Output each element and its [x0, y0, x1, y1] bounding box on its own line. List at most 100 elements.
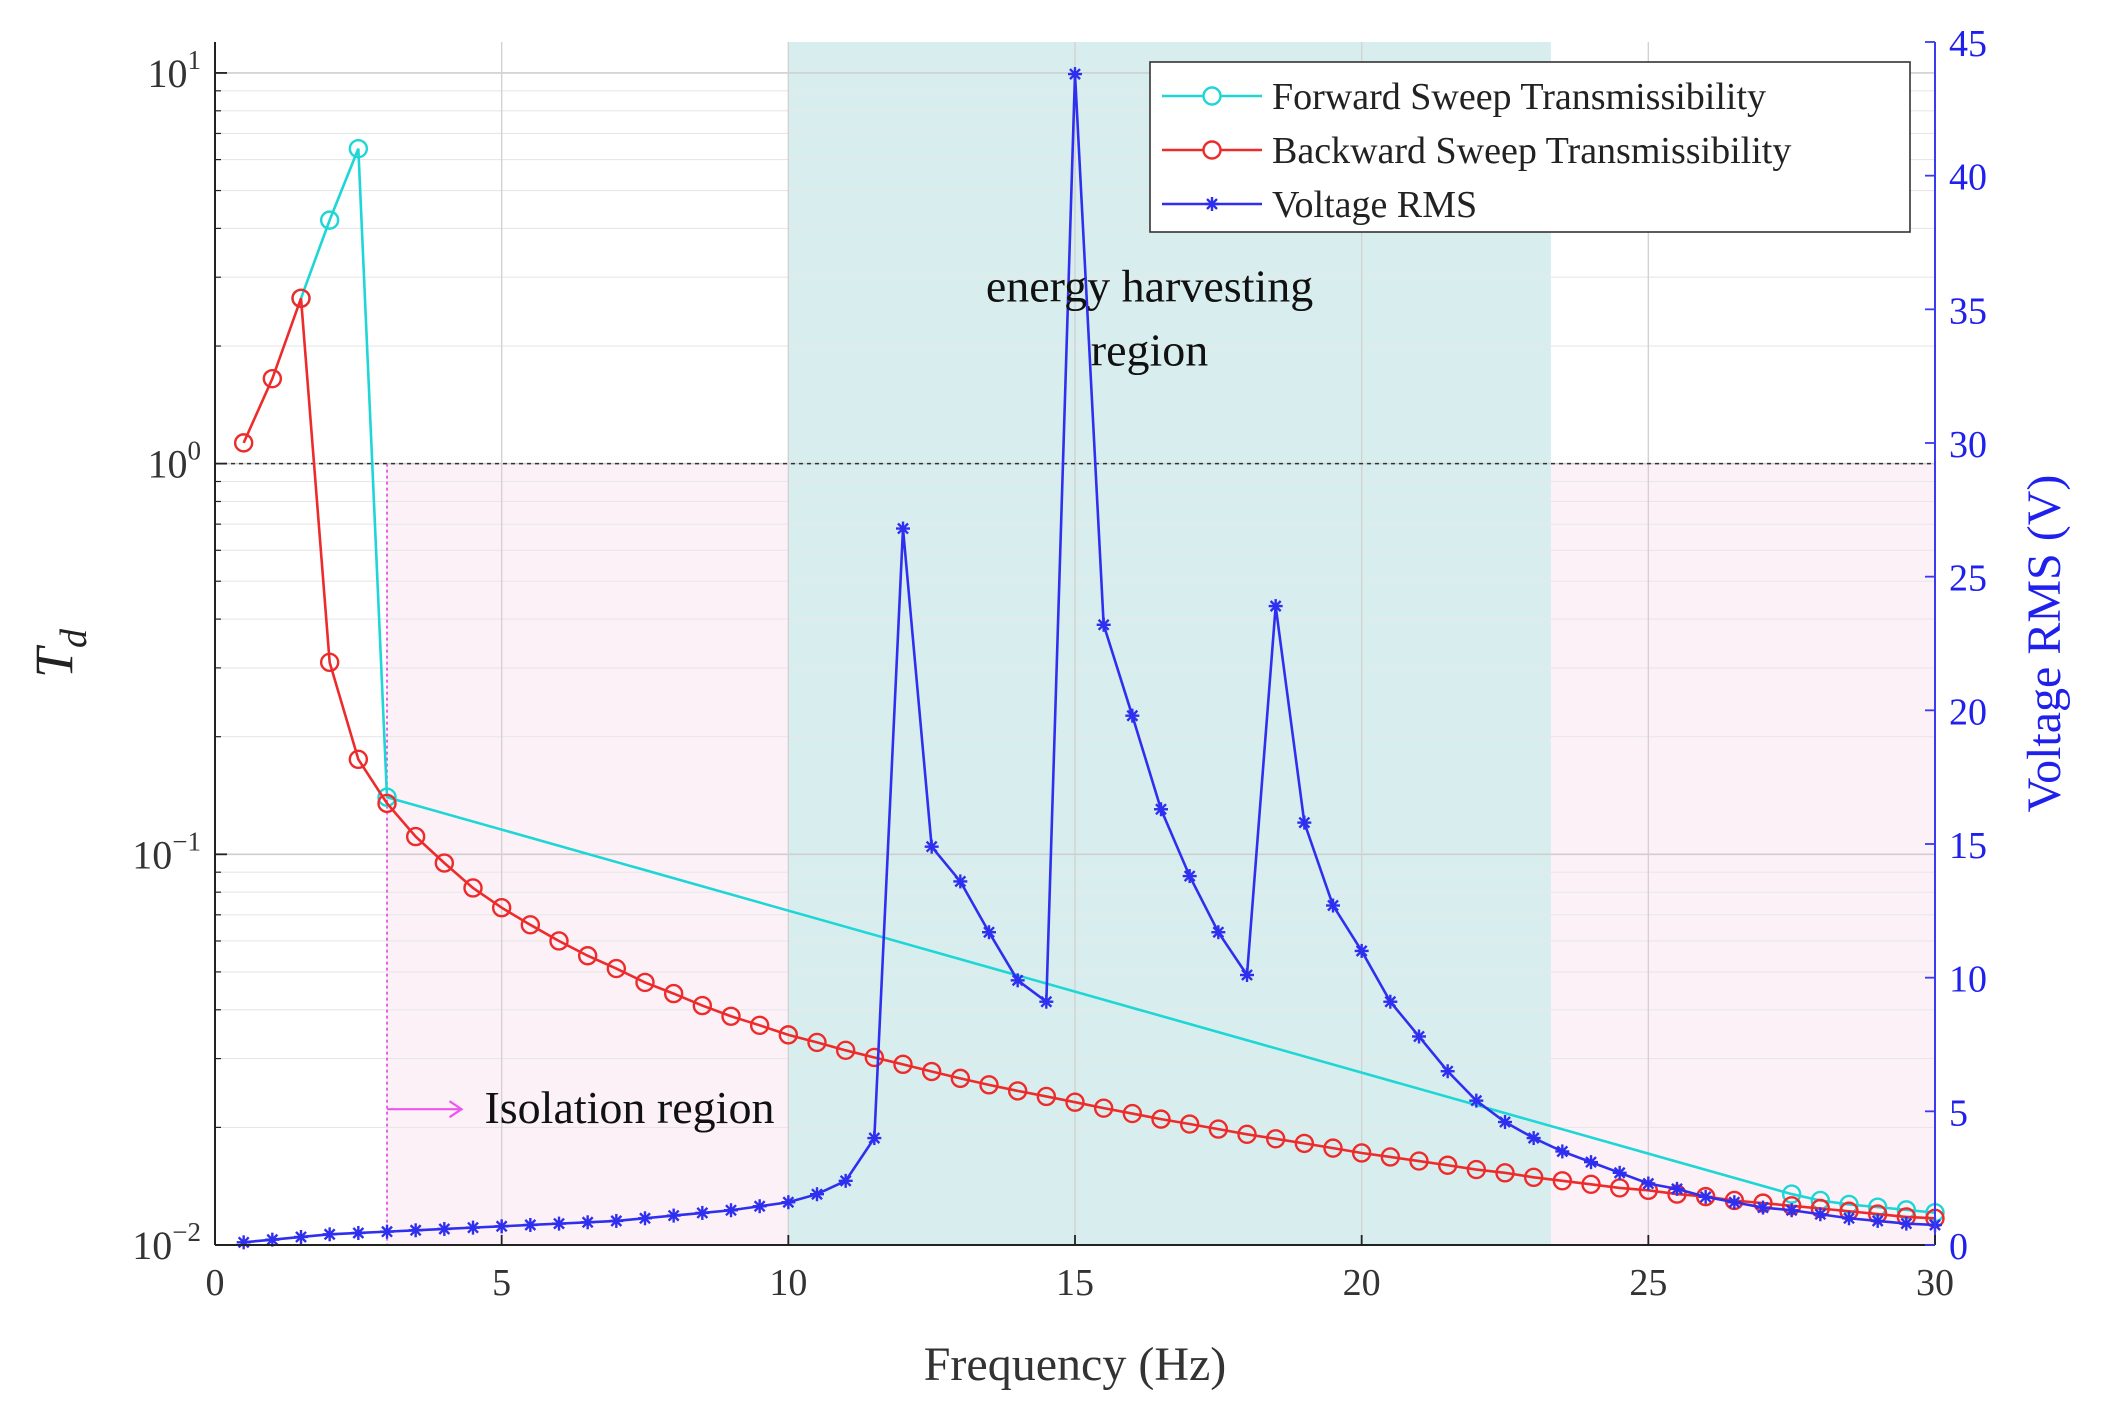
voltage-rms-point	[552, 1216, 566, 1231]
legend-label: Backward Sweep Transmissibility	[1272, 130, 1791, 172]
voltage-rms-point	[638, 1211, 652, 1226]
voltage-rms-point	[1211, 925, 1226, 940]
backward-sweep-point	[377, 793, 397, 814]
backward-sweep-point	[1179, 1114, 1200, 1134]
y-right-tick-label: 5	[1949, 1092, 1968, 1134]
forward-sweep-point	[377, 787, 397, 807]
backward-sweep-point	[1036, 1086, 1057, 1107]
x-tick-label: 5	[492, 1262, 511, 1304]
backward-sweep-point	[807, 1032, 827, 1053]
forward-sweep-point	[348, 138, 369, 159]
y-right-tick-label: 45	[1949, 23, 1987, 65]
reference-line	[215, 462, 1935, 1245]
legend: Forward Sweep Transmissibility Backward S…	[1149, 61, 1911, 233]
voltage-rms-point	[781, 1195, 796, 1210]
backward-sweep-point	[1409, 1151, 1429, 1171]
backward-sweep-point	[463, 878, 483, 898]
backward-sweep-point	[921, 1061, 942, 1082]
voltage-rms-point	[924, 839, 939, 854]
voltage-rms-point	[1555, 1144, 1570, 1159]
y-right-tick-label: 20	[1949, 691, 1987, 733]
series-layer	[233, 67, 1945, 1250]
voltage-rms-point	[1584, 1155, 1598, 1170]
x-tick-label: 20	[1343, 1262, 1381, 1304]
voltage-rms-point	[322, 1227, 337, 1242]
backward-sweep-point	[491, 898, 512, 918]
backward-sweep-point	[1208, 1119, 1229, 1139]
backward-sweep-point	[549, 931, 569, 951]
y-left-tick-label: 10−2	[132, 1217, 201, 1268]
voltage-rms-point	[1641, 1176, 1656, 1191]
energy-harvesting-label: region	[1091, 324, 1209, 375]
voltage-rms-point	[1813, 1207, 1828, 1222]
backward-sweep-point	[835, 1040, 856, 1061]
voltage-rms-point	[1068, 67, 1082, 82]
voltage-rms-point	[351, 1225, 366, 1240]
voltage-rms-point	[1182, 869, 1197, 884]
voltage-rms-point	[1297, 815, 1312, 830]
voltage-rms-point	[1612, 1165, 1627, 1180]
isolation-label: Isolation region	[484, 1082, 774, 1133]
voltage-rms-point	[1039, 994, 1054, 1009]
energy-harvesting-region-shade	[788, 42, 1551, 1245]
forward-sweep-line	[299, 148, 1936, 1214]
backward-sweep-point	[577, 946, 598, 966]
voltage-rms-point	[1756, 1200, 1770, 1215]
x-tick-label: 10	[769, 1262, 807, 1304]
backward-sweep-point	[1065, 1092, 1085, 1112]
voltage-rms-point	[1498, 1115, 1512, 1130]
x-axis-label: Frequency (Hz)	[924, 1338, 1227, 1391]
voltage-rms-point	[1899, 1216, 1914, 1231]
voltage-rms-point	[408, 1223, 423, 1238]
legend-swatch-marker	[1202, 86, 1222, 106]
voltage-rms-point	[494, 1219, 509, 1234]
x-tick-label: 30	[1916, 1262, 1954, 1304]
voltage-rms-point	[867, 1131, 882, 1146]
backward-sweep-point	[893, 1054, 913, 1075]
backward-sweep-point	[778, 1025, 799, 1045]
forward-sweep-point	[1781, 1184, 1802, 1204]
backward-sweep-point	[749, 1015, 770, 1036]
y-right-tick-label: 10	[1949, 959, 1987, 1001]
voltage-rms-point	[609, 1213, 624, 1228]
x-tick-label: 0	[206, 1262, 225, 1304]
backward-sweep-point	[1380, 1147, 1401, 1167]
backward-sweep-point	[520, 915, 541, 935]
voltage-rms-point	[1784, 1203, 1799, 1218]
backward-sweep-point	[319, 652, 340, 673]
voltage-rms-point	[1469, 1093, 1484, 1108]
backward-sweep-point	[1466, 1159, 1487, 1180]
backward-sweep-point	[348, 749, 369, 770]
y-left-tick-label: 101	[148, 45, 202, 96]
legend-swatch-marker	[1205, 197, 1219, 211]
backward-sweep-point	[1122, 1103, 1143, 1124]
backward-sweep-point	[1581, 1174, 1601, 1195]
voltage-rms-point	[982, 925, 996, 940]
voltage-rms-point	[294, 1229, 308, 1244]
voltage-rms-point	[1670, 1181, 1684, 1196]
voltage-rms-point	[466, 1220, 480, 1235]
voltage-rms-point	[523, 1217, 538, 1232]
voltage-rms-point	[896, 521, 910, 536]
voltage-rms-point	[1326, 898, 1340, 913]
legend-swatch-marker	[1202, 140, 1222, 160]
voltage-rms-point	[580, 1215, 595, 1230]
voltage-rms-point	[953, 874, 968, 889]
backward-sweep-point	[1093, 1098, 1114, 1118]
backward-sweep-point	[1523, 1167, 1544, 1188]
voltage-rms-point	[1354, 943, 1369, 958]
y-right-tick-label: 25	[1949, 558, 1987, 600]
voltage-rms-point	[1125, 708, 1140, 723]
legend-label: Forward Sweep Transmissibility	[1272, 76, 1766, 118]
voltage-rms-point	[724, 1203, 738, 1218]
forward-sweep-point	[319, 210, 340, 230]
backward-sweep-point	[405, 826, 426, 847]
voltage-rms-point	[838, 1173, 853, 1188]
backward-sweep-point	[291, 288, 311, 308]
backward-sweep-point	[979, 1075, 999, 1095]
legend-label: Voltage RMS	[1272, 184, 1477, 226]
backward-sweep-point	[1437, 1155, 1458, 1175]
backward-sweep-point	[1151, 1109, 1171, 1129]
isolation-arrow-head	[448, 1100, 464, 1119]
